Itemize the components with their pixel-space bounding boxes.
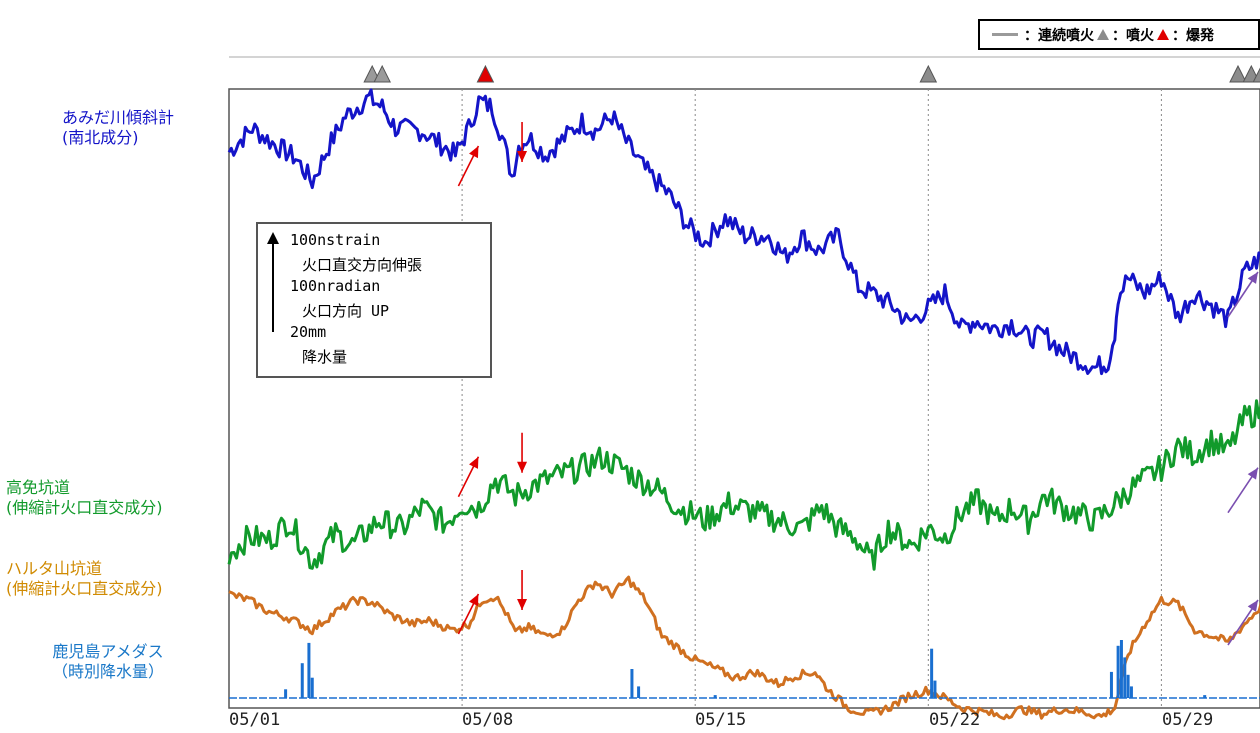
x-tick-label: 05/08: [462, 710, 514, 730]
rain-bar: [713, 695, 717, 698]
change-arrowhead: [1247, 467, 1258, 480]
rain-bar: [1123, 657, 1127, 698]
scale-arrow-shaft: [272, 242, 274, 332]
rain-bar: [307, 642, 311, 698]
x-tick-label: 05/29: [1162, 710, 1214, 730]
series-line: [227, 399, 1260, 571]
rain-bar: [630, 669, 634, 698]
rain-bar: [300, 663, 304, 698]
change-arrowhead: [469, 146, 479, 159]
grid-layer: [461, 89, 1162, 708]
x-tick-label: 05/15: [695, 710, 747, 730]
rain-bar: [1116, 645, 1120, 698]
eruption-marker: [1229, 64, 1247, 83]
change-arrowhead: [469, 456, 479, 469]
rain-bar: [930, 648, 934, 698]
eruption-marker: [1252, 67, 1260, 83]
change-arrowhead: [517, 461, 528, 473]
continuous-eruption-swatch: [992, 33, 1018, 36]
change-arrowhead: [517, 151, 528, 162]
haruta-label-line1: ハルタ山坑道: [6, 559, 103, 578]
series-line: [228, 575, 1260, 721]
x-tick-label: 05/22: [929, 710, 981, 730]
rain-layer: [229, 640, 1260, 699]
legend-continuous-label: ：連続噴火: [1024, 27, 1094, 44]
haruta-label: ハルタ山坑道 (伸縮計火口直交成分): [6, 559, 163, 599]
up-arrow-icon: [267, 232, 279, 244]
amedas-label-line2: （時別降水量）: [52, 662, 165, 681]
rain-bar: [1203, 695, 1207, 698]
amida-label-line2: (南北成分): [62, 128, 139, 147]
haruta-label-line2: (伸縮計火口直交成分): [6, 579, 163, 598]
takamen-label: 高免坑道 (伸縮計火口直交成分): [6, 478, 163, 518]
plot-frame: [228, 88, 1260, 709]
rain-bar: [1129, 686, 1133, 698]
event-legend: ：連続噴火 ：噴火 ：爆発: [978, 19, 1260, 50]
continuous-eruption-marker: [373, 64, 391, 83]
scale-line-4: 火口方向 UP: [302, 302, 390, 320]
change-arrowhead: [469, 594, 479, 607]
rain-bar: [1109, 671, 1113, 698]
scale-line-6: 降水量: [302, 348, 348, 366]
rain-bar: [933, 680, 937, 698]
scale-line-3: 100nradian: [290, 277, 381, 295]
amida-label-line1: あみだ川傾斜計: [62, 108, 175, 127]
eruption-icon: [1097, 29, 1109, 40]
amedas-label: 鹿児島アメダス （時別降水量）: [52, 642, 164, 682]
rain-bar: [637, 686, 641, 698]
takamen-label-line2: (伸縮計火口直交成分): [6, 498, 163, 517]
scale-reference-box: 100nstrain 火口直交方向伸張 100nradian 火口方向 UP 2…: [256, 222, 492, 378]
amida-label: あみだ川傾斜計 (南北成分): [62, 108, 174, 148]
change-arrowhead: [1247, 272, 1258, 284]
series-line: [227, 88, 1260, 376]
eruption-marker: [919, 64, 938, 83]
change-arrowhead: [517, 599, 528, 610]
event-layer: [363, 64, 1260, 83]
rain-bar: [310, 677, 314, 698]
explosion-marker: [476, 64, 495, 83]
rain-bar: [284, 689, 288, 698]
x-tick-label: 05/01: [229, 710, 281, 730]
scale-line-5: 20mm: [290, 323, 327, 341]
scale-line-2: 火口直交方向伸張: [302, 256, 423, 274]
legend-eruption-label: ：噴火: [1112, 27, 1154, 44]
explosion-icon: [1157, 29, 1169, 40]
amedas-label-line1: 鹿児島アメダス: [52, 642, 164, 661]
arrow-layer: [457, 122, 1259, 646]
series-layer: [227, 88, 1260, 721]
legend-explosion-label: ：爆発: [1172, 27, 1214, 44]
rain-bar: [1119, 640, 1123, 698]
takamen-label-line1: 高免坑道: [6, 478, 71, 497]
scale-line-1: 100nstrain: [290, 231, 381, 249]
rain-bar: [1126, 674, 1130, 698]
change-arrowhead: [1247, 600, 1258, 612]
